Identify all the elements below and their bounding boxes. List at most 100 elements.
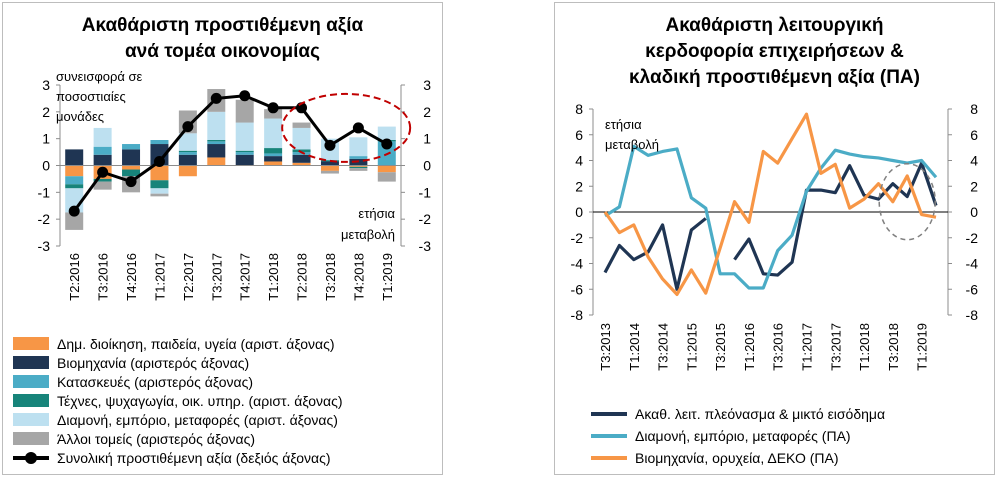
bar-segment bbox=[122, 165, 141, 170]
bar-segment bbox=[264, 156, 283, 162]
right-y-tick-label: 3 bbox=[423, 77, 431, 93]
bar-segment bbox=[292, 149, 311, 153]
legend-label: Άλλοι τομείς (αριστερός άξονας) bbox=[57, 430, 255, 447]
right-y-tick-label: 8 bbox=[970, 101, 978, 117]
bar-segment bbox=[349, 137, 368, 157]
x-tick-label: Τ3:2013 bbox=[598, 323, 613, 371]
right-axis-note: μεταβολή bbox=[341, 227, 395, 242]
bar-segment bbox=[320, 170, 339, 174]
bar-segment bbox=[207, 144, 226, 158]
legend-line-marker bbox=[591, 456, 627, 460]
series-line bbox=[604, 144, 938, 290]
total-value-added-point bbox=[182, 121, 194, 133]
right-y-tick-label: -2 bbox=[419, 211, 432, 227]
legend-line-marker bbox=[591, 434, 627, 438]
left-title-line-2: ανά τομέα οικονομίας bbox=[124, 41, 320, 62]
left-axis-note: μονάδες bbox=[56, 109, 104, 124]
x-tick-label: Τ1:2015 bbox=[684, 323, 699, 371]
x-tick-label: Τ3:2018 bbox=[886, 323, 901, 371]
total-value-added-point bbox=[324, 139, 336, 151]
bar-segment bbox=[292, 154, 311, 163]
left-axis-note: συνεισφορά σε bbox=[56, 69, 143, 84]
bar-segment bbox=[235, 122, 254, 151]
legend-swatch bbox=[13, 394, 49, 407]
category-label: Τ2:2018 bbox=[295, 253, 310, 301]
bar-segment bbox=[93, 181, 112, 190]
legend-label: Ακαθ. λειτ. πλεόνασμα & μικτό εισόδημα bbox=[635, 406, 886, 422]
category-label: Τ3:2016 bbox=[96, 253, 111, 301]
category-label: Τ4:2017 bbox=[238, 253, 253, 301]
legend-item: Βιομηχανία (αριστερός άξονας) bbox=[13, 353, 343, 372]
bar-segment bbox=[235, 150, 254, 153]
x-tick-label: Τ1:2018 bbox=[857, 323, 872, 371]
bar-segment bbox=[65, 149, 84, 166]
legend-item: Βιομηχανία, ορυχεία, ΔΕΚΟ (ΠΑ) bbox=[591, 447, 885, 469]
x-tick-label: Τ3:2015 bbox=[713, 323, 728, 371]
legend-item: Διαμονή, εμπόριο, μεταφορές (ΠΑ) bbox=[591, 425, 885, 447]
total-value-added-point bbox=[125, 176, 137, 188]
total-value-added-point bbox=[296, 102, 308, 114]
legend-label: Διαμονή, εμπόριο, μεταφορές (αριστ. άξον… bbox=[57, 411, 338, 428]
legend-swatch bbox=[13, 375, 49, 388]
left-y-tick-label: 1 bbox=[42, 131, 50, 147]
x-tick-label: Τ1:2019 bbox=[915, 323, 930, 371]
bar-segment bbox=[150, 165, 169, 181]
bar-segment bbox=[150, 180, 169, 189]
total-value-added-point bbox=[381, 138, 393, 150]
category-label: Τ2:2016 bbox=[67, 253, 82, 301]
legend-line-marker bbox=[591, 412, 627, 416]
bar-segment bbox=[377, 172, 396, 182]
bar-segment bbox=[65, 212, 84, 230]
bar-segment bbox=[320, 165, 339, 171]
left-y-tick-label: 3 bbox=[42, 77, 50, 93]
legend-item: Τέχνες, ψυχαγωγία, οικ. υπηρ. (αριστ. άξ… bbox=[13, 391, 343, 410]
bar-segment bbox=[264, 118, 283, 149]
left-chart-legend: Δημ. διοίκηση, παιδεία, υγεία (αριστ. άξ… bbox=[13, 334, 343, 467]
left-y-tick-label: 6 bbox=[575, 127, 583, 143]
legend-label: Συνολική προστιθέμενη αξία (δεξιός άξονα… bbox=[57, 449, 331, 466]
right-title-line-2: κερδοφορία επιχειρήσεων & bbox=[645, 41, 904, 62]
bar-segment bbox=[264, 109, 283, 119]
bar-segment bbox=[150, 140, 169, 145]
left-chart-plot: 3 3 2 2 1 1 0 0 -1 -1 -2 -2 -3 -3 συνεισφορά σε ποσοστι… bbox=[38, 69, 432, 301]
bar-segment bbox=[122, 149, 141, 166]
bar-segment bbox=[377, 126, 396, 141]
category-label: Τ3:2018 bbox=[323, 253, 338, 301]
total-value-added-point bbox=[210, 92, 222, 104]
left-y-tick-label: -1 bbox=[38, 184, 51, 200]
left-axis-note: ποσοστιαίες bbox=[56, 89, 126, 104]
highlight-ellipse bbox=[281, 92, 412, 163]
left-y-tick-label: -3 bbox=[38, 238, 51, 254]
total-value-added-point bbox=[267, 102, 279, 114]
bar-segment bbox=[264, 153, 283, 157]
category-label: Τ4:2018 bbox=[351, 253, 366, 301]
category-label: Τ4:2016 bbox=[124, 253, 139, 301]
right-title-line-3: κλαδική προστιθέμενη αξία (ΠΑ) bbox=[629, 67, 920, 88]
bar-segment bbox=[150, 188, 169, 194]
left-y-tick-label: -2 bbox=[571, 230, 584, 246]
legend-swatch bbox=[13, 356, 49, 369]
bar-segment bbox=[178, 150, 197, 153]
legend-dot bbox=[25, 451, 37, 464]
bar-segment bbox=[264, 148, 283, 154]
bar-segment bbox=[349, 166, 368, 169]
bar-segment bbox=[235, 154, 254, 166]
category-label: Τ1:2017 bbox=[152, 253, 167, 301]
total-value-added-line bbox=[72, 94, 388, 213]
legend-swatch bbox=[13, 337, 49, 350]
left-y-tick-label: 0 bbox=[42, 158, 50, 174]
right-y-tick-label: -6 bbox=[966, 281, 979, 297]
right-y-tick-label: 0 bbox=[423, 158, 431, 174]
right-y-tick-label: -3 bbox=[419, 238, 432, 254]
bar-segment bbox=[178, 133, 197, 151]
category-label: Τ1:2019 bbox=[380, 253, 395, 301]
bar-segment bbox=[207, 140, 226, 142]
legend-label: Δημ. διοίκηση, παιδεία, υγεία (αριστ. άξ… bbox=[57, 335, 335, 352]
bar-segment bbox=[377, 165, 396, 173]
bar-segment bbox=[349, 165, 368, 167]
right-y-tick-label: 4 bbox=[970, 153, 978, 169]
left-y-tick-label: -4 bbox=[571, 256, 584, 272]
left-y-tick-label: -2 bbox=[38, 211, 51, 227]
x-tick-label: Τ3:2016 bbox=[771, 323, 786, 371]
highlight-ellipse bbox=[878, 162, 936, 241]
